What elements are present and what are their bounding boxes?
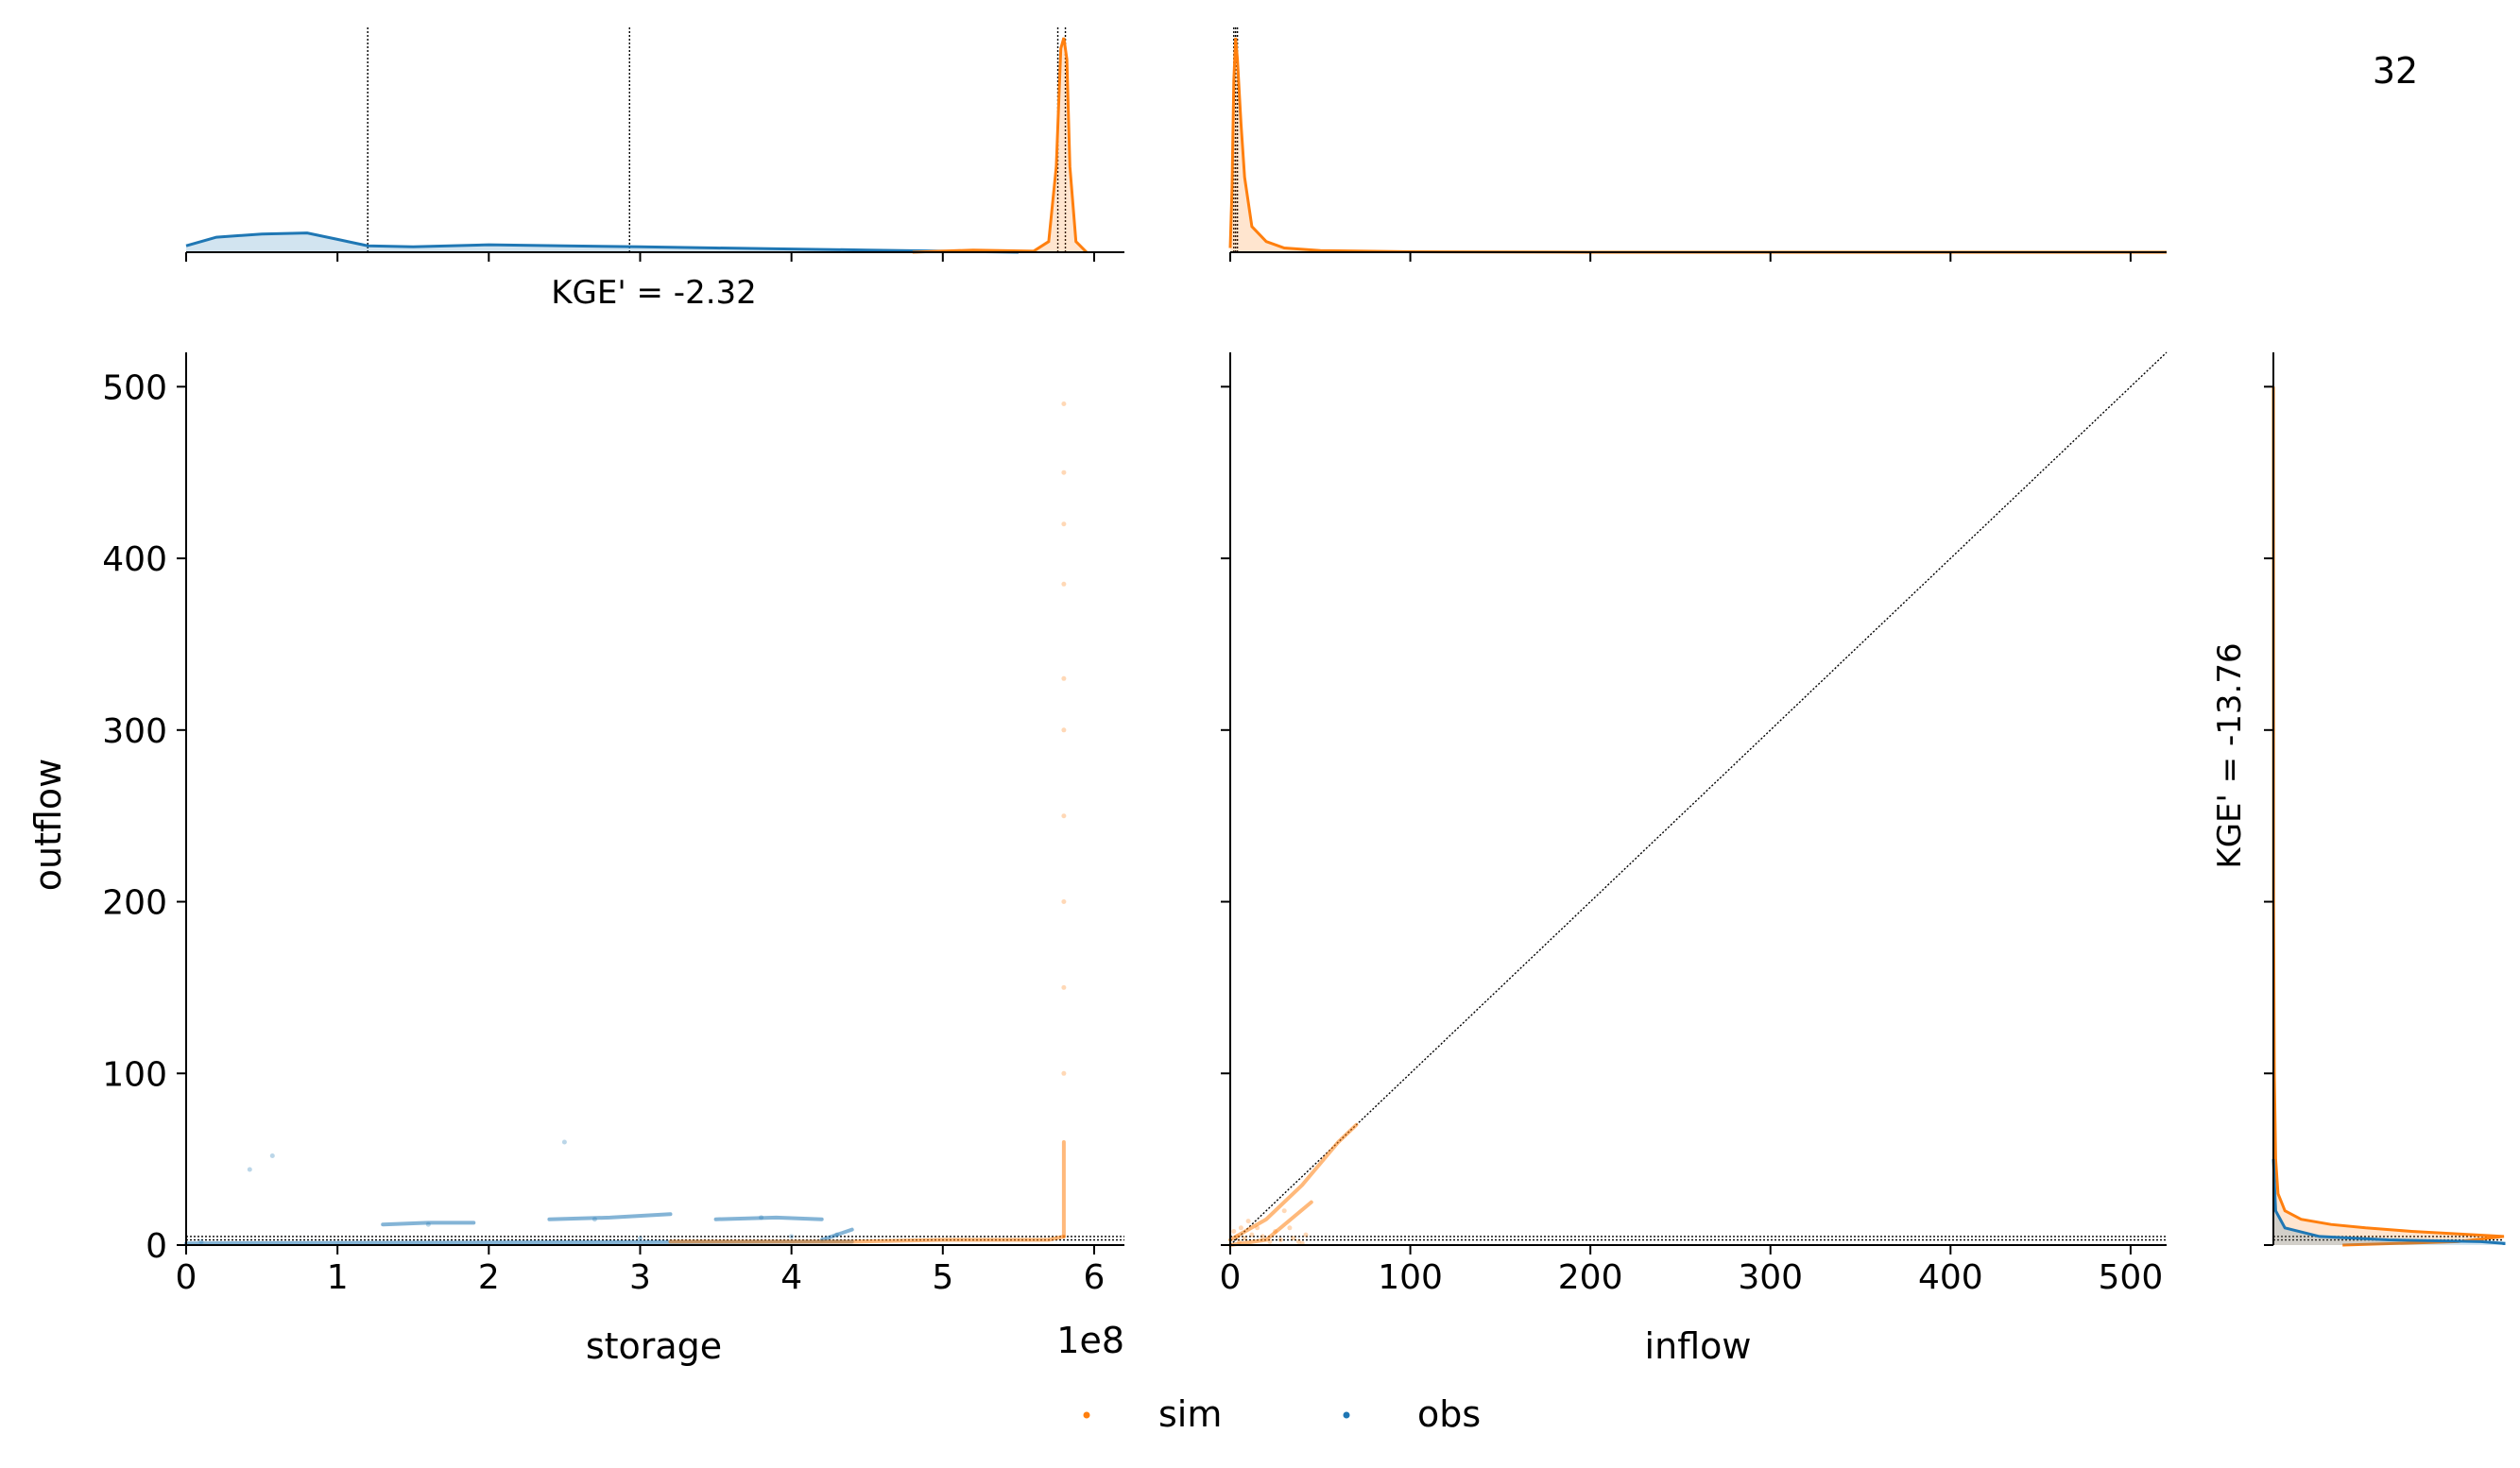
storage-outflow-obs-point xyxy=(759,1215,764,1220)
inflow-outflow-sim-point xyxy=(1255,1225,1260,1231)
inflow-outflow-sim-point xyxy=(1303,1232,1309,1238)
inflow-outflow-x-tick-label: 200 xyxy=(1558,1258,1623,1297)
inflow-outflow-sim-point xyxy=(1231,1229,1237,1234)
storage-outflow-obs-point xyxy=(247,1167,252,1172)
storage-outflow-obs-point-band xyxy=(381,1220,476,1227)
storage-axis-label: storage xyxy=(586,1325,722,1367)
storage-outflow-y-tick-label: 300 xyxy=(102,712,167,751)
storage-outflow-sim-point xyxy=(1061,1070,1067,1076)
storage-density-obs-density-line xyxy=(185,231,1019,254)
storage-outflow-sim-point-band xyxy=(668,1234,1066,1244)
storage-outflow-obs-point xyxy=(425,1221,431,1227)
storage-outflow-y-tick-label: 100 xyxy=(102,1055,167,1094)
inflow-outflow-one-to-one-line xyxy=(1229,351,2168,1246)
storage-outflow-scatter-panel: storage outflow 1e8 0 1 2 3 4 5 6 0 100 200 300 400… xyxy=(27,352,1124,1367)
storage-offset-label: 1e8 xyxy=(1056,1320,1124,1361)
inflow-outflow-x-tick-label: 400 xyxy=(1918,1258,1983,1297)
storage-outflow-obs-point xyxy=(269,1153,275,1158)
legend-obs-label: obs xyxy=(1417,1393,1481,1435)
storage-outflow-x-tick-label: 6 xyxy=(1084,1258,1106,1297)
storage-outflow-x-tick-label: 0 xyxy=(176,1258,197,1297)
inflow-outflow-sim-point xyxy=(1237,1238,1242,1244)
storage-outflow-obs-point-band xyxy=(713,1215,824,1221)
storage-outflow-sim-point xyxy=(1061,581,1067,587)
inflow-outflow-sim-point xyxy=(1249,1232,1255,1238)
storage-outflow-sim-point xyxy=(1061,401,1067,406)
storage-outflow-x-tick-label: 5 xyxy=(932,1258,953,1297)
storage-outflow-obs-point xyxy=(561,1139,567,1145)
inflow-outflow-sim-point xyxy=(1260,1234,1265,1239)
inflow-outflow-sim-point xyxy=(1287,1225,1293,1231)
storage-outflow-y-tick-label: 400 xyxy=(102,540,167,579)
storage-outflow-obs-point xyxy=(591,1217,597,1222)
storage-outflow-sim-point xyxy=(1061,813,1067,819)
outflow-kge-annotation: KGE' = -13.76 xyxy=(2211,642,2249,868)
inflow-outflow-sim-point xyxy=(1267,1238,1273,1244)
inflow-density-sim-density-fill xyxy=(1230,38,2167,252)
inflow-outflow-sim-point xyxy=(1281,1208,1287,1214)
inflow-outflow-sim-point xyxy=(1277,1238,1283,1242)
storage-outflow-x-tick-label: 4 xyxy=(780,1258,802,1297)
storage-outflow-obs-point-band xyxy=(547,1212,673,1221)
outflow-density-obs-line xyxy=(2271,1159,2506,1245)
outflow-density-panel: KGE' = -13.76 xyxy=(2211,352,2506,1247)
storage-outflow-sim-point xyxy=(1061,675,1067,681)
legend-sim-label: sim xyxy=(1158,1393,1222,1435)
storage-outflow-sim-point xyxy=(1061,521,1067,527)
storage-outflow-sim-point xyxy=(1061,984,1067,990)
storage-outflow-obs-point xyxy=(198,1238,204,1244)
storage-outflow-sim-point xyxy=(1061,469,1067,475)
legend: sim obs xyxy=(1083,1393,1481,1435)
inflow-outflow-x-tick-label: 300 xyxy=(1738,1258,1803,1297)
storage-outflow-y-tick-label: 200 xyxy=(102,884,167,923)
storage-outflow-sim-point xyxy=(1061,727,1067,733)
inflow-axis-label: inflow xyxy=(1645,1325,1752,1367)
inflow-outflow-x-tick-label: 0 xyxy=(1220,1258,1242,1297)
storage-outflow-obs-point xyxy=(834,1232,840,1238)
inflow-outflow-sim-point-band xyxy=(1228,1122,1359,1242)
inflow-outflow-sim-point xyxy=(1273,1229,1278,1234)
legend-obs-marker xyxy=(1343,1411,1350,1419)
inflow-outflow-x-tick-label: 500 xyxy=(2099,1258,2164,1297)
storage-density-sim-density-fill xyxy=(912,38,1087,252)
inflow-outflow-sim-point xyxy=(1235,1234,1241,1239)
inflow-outflow-sim-point xyxy=(1245,1219,1251,1224)
storage-outflow-obs-point xyxy=(638,1236,643,1241)
inflow-outflow-sim-point xyxy=(1242,1236,1247,1241)
inflow-outflow-sim-point xyxy=(1238,1225,1243,1231)
storage-outflow-x-tick-label: 2 xyxy=(478,1258,500,1297)
legend-sim-marker xyxy=(1083,1411,1090,1419)
page-number: 32 xyxy=(2373,50,2418,92)
outflow-density-sim-fill xyxy=(2273,386,2504,1245)
storage-outflow-x-tick-label: 3 xyxy=(629,1258,651,1297)
inflow-outflow-sim-point xyxy=(1291,1236,1296,1241)
inflow-density-panel xyxy=(1228,26,2167,262)
outflow-density-sim-line xyxy=(2271,386,2505,1247)
storage-outflow-y-tick-label: 0 xyxy=(146,1227,167,1266)
outflow-density-obs-fill xyxy=(2273,1159,2504,1245)
storage-kge-annotation: KGE' = -2.32 xyxy=(551,274,757,312)
inflow-outflow-scatter-panel: inflow 0 100 200 300 400 500 xyxy=(1220,351,2168,1367)
storage-outflow-obs-point xyxy=(789,1234,795,1239)
storage-outflow-obs-point-band xyxy=(819,1227,854,1242)
inflow-outflow-sim-point-band xyxy=(1228,1200,1313,1247)
inflow-density-sim-density-line xyxy=(1228,37,2167,254)
storage-outflow-sim-point xyxy=(1061,899,1067,904)
storage-density-panel: KGE' = -2.32 xyxy=(185,26,1124,312)
storage-outflow-x-tick-label: 1 xyxy=(327,1258,349,1297)
inflow-outflow-sim-point xyxy=(1295,1238,1301,1244)
inflow-outflow-x-tick-label: 100 xyxy=(1378,1258,1443,1297)
storage-density-sim-density-line xyxy=(912,37,1089,254)
outflow-axis-label: outflow xyxy=(27,759,69,892)
storage-outflow-y-tick-label: 500 xyxy=(102,368,167,407)
